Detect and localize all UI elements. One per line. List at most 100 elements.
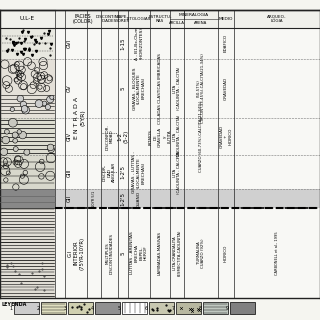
Text: G.I
INTERIOR
(75YR-10YR): G.I INTERIOR (75YR-10YR) <box>68 236 84 269</box>
Text: 5: 5 <box>121 86 125 90</box>
Bar <box>55 59 320 118</box>
Bar <box>0 118 55 155</box>
Circle shape <box>35 100 43 108</box>
Text: GRAVAS - LUTITAS -
(LOCALMENTE
BRECHAS): GRAVAS - LUTITAS - (LOCALMENTE BRECHAS) <box>132 151 146 193</box>
Bar <box>230 302 255 314</box>
Text: 1: 1 <box>10 306 13 310</box>
Text: MEDIO: MEDIO <box>219 17 233 21</box>
Text: 5: 5 <box>118 306 121 310</box>
Bar <box>0 189 55 208</box>
Circle shape <box>21 106 28 112</box>
Text: 1-2
(5-2): 1-2 (5-2) <box>118 130 128 143</box>
Text: GIV: GIV <box>67 132 72 141</box>
Text: 1-15: 1-15 <box>121 37 125 50</box>
Text: ILITA-CRANDALITA
(ESMECTITA-CAOLINITA): ILITA-CRANDALITA (ESMECTITA-CAOLINITA) <box>173 230 181 276</box>
Bar <box>14 302 39 314</box>
Circle shape <box>42 101 47 106</box>
Circle shape <box>4 129 9 134</box>
Bar <box>0 208 55 298</box>
Bar <box>68 302 93 314</box>
Bar <box>0 10 320 28</box>
Bar <box>41 302 66 314</box>
Text: (50-57%)
CIRCON (33-45%)-CALCITA(21-34%): (50-57%) CIRCON (33-45%)-CALCITA(21-34%) <box>197 53 205 123</box>
Text: DISCONTINU-
IDADES: DISCONTINU- IDADES <box>96 15 123 23</box>
Text: LEYENDA: LEYENDA <box>1 302 26 307</box>
Circle shape <box>19 131 27 139</box>
Bar <box>55 155 320 189</box>
Text: EDAFICO: EDAFICO <box>224 34 228 52</box>
Text: CARBONELL et al., 1995: CARBONELL et al., 1995 <box>275 231 279 275</box>
Text: 8: 8 <box>199 306 202 310</box>
Text: ESPE-
SORES: ESPE- SORES <box>116 15 130 23</box>
Text: ILITA
(CAOLINITA - CALCITA): ILITA (CAOLINITA - CALCITA) <box>173 115 181 158</box>
Bar <box>55 208 320 298</box>
Text: ARQUEO-
LOGIA: ARQUEO- LOGIA <box>267 15 287 23</box>
Text: LITOLOGIAS: LITOLOGIAS <box>127 17 151 21</box>
Text: GRAVEDAD
+
HIDRICO: GRAVEDAD + HIDRICO <box>220 125 233 148</box>
Bar <box>203 302 228 314</box>
Text: GUANO: GUANO <box>137 191 141 207</box>
Text: ARCILLA: ARCILLA <box>169 21 185 26</box>
Text: E N T R A D A
(5YR): E N T R A D A (5YR) <box>75 97 85 139</box>
Text: DISCONFOR-
MIDAD: DISCONFOR- MIDAD <box>105 124 114 150</box>
Circle shape <box>50 95 54 100</box>
Text: GV: GV <box>67 84 72 92</box>
Text: U.L-E: U.L-E <box>20 17 35 21</box>
Bar <box>0 28 55 59</box>
Text: GIII: GIII <box>67 168 72 177</box>
Circle shape <box>0 148 8 156</box>
Bar <box>55 189 320 208</box>
Text: FACIES
(COLOR): FACIES (COLOR) <box>73 13 93 24</box>
Text: HIDRICO: HIDRICO <box>224 244 228 262</box>
Text: LUTITAS - ARENITAS
BRECHA
ESPEL.
HEROF: LUTITAS - ARENITAS BRECHA ESPEL. HEROF <box>130 232 148 274</box>
Text: 6: 6 <box>145 306 148 310</box>
Text: 4: 4 <box>91 306 94 310</box>
Circle shape <box>22 106 29 114</box>
Circle shape <box>48 146 54 153</box>
Text: 5: 5 <box>121 251 125 255</box>
Bar <box>55 28 320 59</box>
Bar <box>55 118 320 155</box>
Bar <box>176 302 201 314</box>
Circle shape <box>47 144 54 151</box>
Text: ESTRUCTU-
RAS: ESTRUCTU- RAS <box>148 15 172 23</box>
Text: RITMOS
DE
GRAVILLA
y
LUTITA: RITMOS DE GRAVILLA y LUTITA <box>149 127 171 147</box>
Circle shape <box>17 130 21 134</box>
Text: 2: 2 <box>37 306 40 310</box>
Circle shape <box>24 149 30 155</box>
Text: GRAVEDAD: GRAVEDAD <box>224 77 228 100</box>
Text: 3: 3 <box>64 306 67 310</box>
Text: CUARZO (60-73%)-CALCITA(21-34%): CUARZO (60-73%)-CALCITA(21-34%) <box>199 101 203 172</box>
Text: 10YR 5/1: 10YR 5/1 <box>92 190 96 207</box>
Text: LAMINADAS-MASIVAS: LAMINADAS-MASIVAS <box>158 231 162 275</box>
Text: 7: 7 <box>172 306 175 310</box>
Circle shape <box>10 107 14 111</box>
Circle shape <box>13 147 18 151</box>
Circle shape <box>12 132 18 138</box>
Text: COLADAS CLASTICAS IMBRICADAS: COLADAS CLASTICAS IMBRICADAS <box>158 53 162 124</box>
Circle shape <box>20 101 27 108</box>
Text: ILITA
(CAOLINITA - CALCITA): ILITA (CAOLINITA - CALCITA) <box>173 151 181 194</box>
Text: TURMALINA
CUARZO (92%): TURMALINA CUARZO (92%) <box>197 238 205 268</box>
Text: ARENA: ARENA <box>194 21 208 26</box>
Text: MINERALOGIA: MINERALOGIA <box>179 12 209 17</box>
Circle shape <box>8 118 17 127</box>
Circle shape <box>13 139 18 143</box>
Circle shape <box>17 95 24 102</box>
Text: DISCOR-
DAD
ANGULAR: DISCOR- DAD ANGULAR <box>103 162 116 182</box>
Circle shape <box>2 136 10 144</box>
Bar <box>0 59 55 118</box>
Circle shape <box>47 96 54 103</box>
Bar <box>0 155 55 189</box>
Text: MULTIPLES
DISCONTINUIDADES: MULTIPLES DISCONTINUIDADES <box>105 233 114 274</box>
Text: A , B1,Bx,Cb,m
(HORIZONTES): A , B1,Bx,Cb,m (HORIZONTES) <box>135 27 143 60</box>
Text: ILITA
(CAOLINITA - CALCITA): ILITA (CAOLINITA - CALCITA) <box>173 67 181 110</box>
Text: 9: 9 <box>226 306 229 310</box>
Bar <box>149 302 174 314</box>
Text: GVI: GVI <box>67 39 72 48</box>
Text: 1-2'5: 1-2'5 <box>121 165 125 179</box>
Circle shape <box>45 104 51 110</box>
Text: GII: GII <box>67 195 72 202</box>
Text: GRAVAS - BLOQUES
(LOCALMENTE
BRECHAS): GRAVAS - BLOQUES (LOCALMENTE BRECHAS) <box>132 67 146 109</box>
Text: 1-2'5: 1-2'5 <box>121 192 125 206</box>
